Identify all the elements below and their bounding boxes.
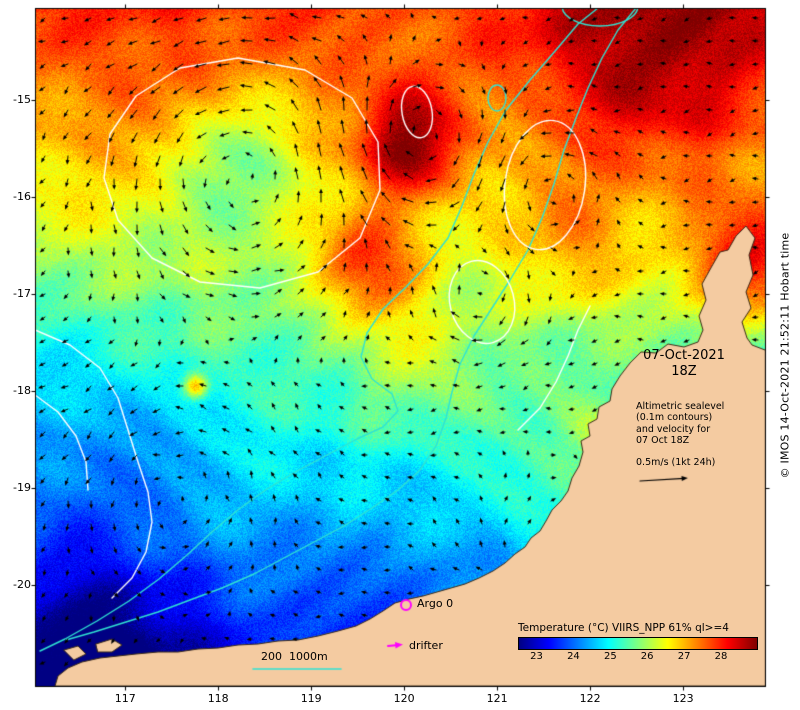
colorbar-title: Temperature (°C) VIIRS_NPP 61% ql>=4 (518, 622, 729, 634)
colorbar-tick-labels: 23 24 25 26 27 28 (518, 650, 758, 664)
colorbar-tick-label: 28 (714, 651, 728, 662)
colorbar-tick-label: 25 (604, 651, 617, 662)
map-hour-label: 18Z (671, 364, 697, 379)
colorbar-tick-label: 24 (567, 651, 580, 662)
map-date-label: 07-Oct-2021 (643, 348, 725, 363)
colorbar-tick-label: 23 (530, 651, 543, 662)
colorbar-tick-label: 26 (640, 651, 654, 662)
argo-legend-label: Argo 0 (417, 597, 454, 610)
temperature-colorbar: Temperature (°C) VIIRS_NPP 61% ql>=4 23 2… (518, 622, 758, 664)
copyright-sidebar: © IMOS 14-Oct-2021 21:52:11 Hobart time (768, 0, 800, 710)
colorbar-tick-label: 27 (677, 651, 691, 662)
bathymetry-legend-label: 200 1000m (261, 650, 328, 663)
drifter-legend-label: drifter (409, 639, 443, 652)
copyright-text: © IMOS 14-Oct-2021 21:52:11 Hobart time (778, 232, 792, 478)
altimetry-info-text: Altimetric sealevel (0.1m contours) and … (636, 401, 725, 469)
colorbar-gradient-bar (518, 637, 758, 650)
